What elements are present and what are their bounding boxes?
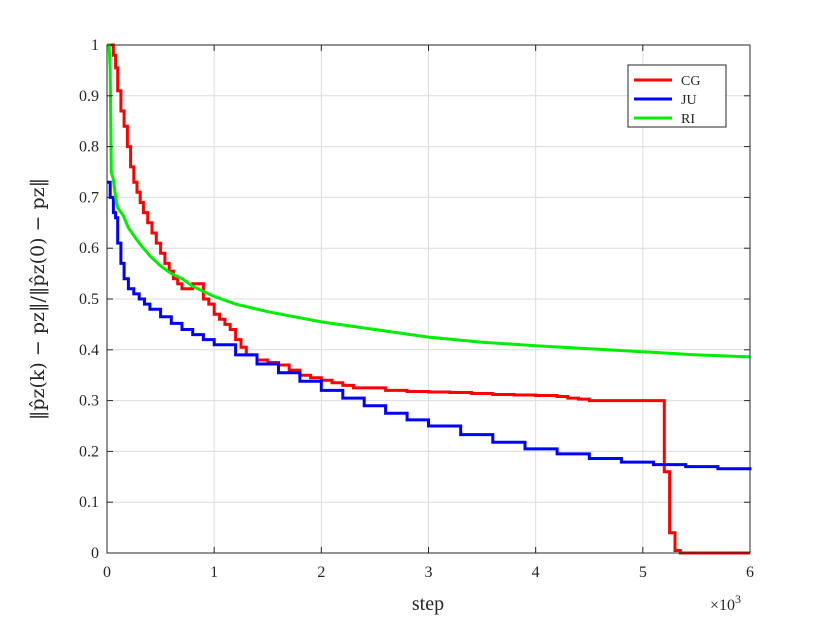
y-tick-label: 0.9 [79, 88, 99, 105]
y-tick-label: 0.8 [79, 139, 99, 156]
x-axis-label: step [412, 593, 444, 615]
x-multiplier-exponent: 3 [735, 592, 741, 606]
y-tick-label: 0.2 [79, 443, 99, 460]
y-tick-label: 0 [91, 545, 99, 562]
y-tick-label: 0.1 [79, 494, 99, 511]
legend-label-ri: RI [681, 112, 695, 127]
axes: 0 1 2 3 4 5 6 0 0.1 0.2 0.3 0.4 0.5 0.6 0.7 0.8 0.9 1 [79, 37, 754, 581]
y-tick-label: 1 [91, 37, 99, 54]
x-tick-label: 5 [639, 564, 647, 581]
x-multiplier: ×103 [710, 592, 741, 614]
x-tick-label: 2 [317, 564, 325, 581]
x-tick-label: 0 [103, 564, 111, 581]
x-tick-label: 6 [746, 564, 754, 581]
legend-label-ju: JU [681, 93, 697, 108]
legend-box [627, 64, 727, 128]
y-tick-label: 0.6 [79, 240, 99, 257]
y-tick-label: 0.3 [79, 393, 99, 410]
y-tick-label: 0.7 [79, 189, 99, 206]
legend: CG JU RI [627, 64, 727, 128]
y-tick-label: 0.5 [79, 291, 99, 308]
x-tick-label: 4 [532, 564, 540, 581]
series-line-cg [107, 43, 750, 555]
series-line-ri [107, 43, 751, 359]
x-tick-label: 3 [425, 564, 433, 581]
legend-label-cg: CG [681, 74, 700, 89]
y-axis-label: ‖p̂z(k) − pz‖/‖p̂z(0) − pz‖ [27, 178, 49, 420]
series-layer [107, 43, 752, 555]
y-tick-label: 0.4 [79, 342, 99, 359]
x-multiplier-base: ×10 [710, 597, 735, 614]
x-tick-label: 1 [210, 564, 218, 581]
series-line-ju [107, 180, 752, 471]
